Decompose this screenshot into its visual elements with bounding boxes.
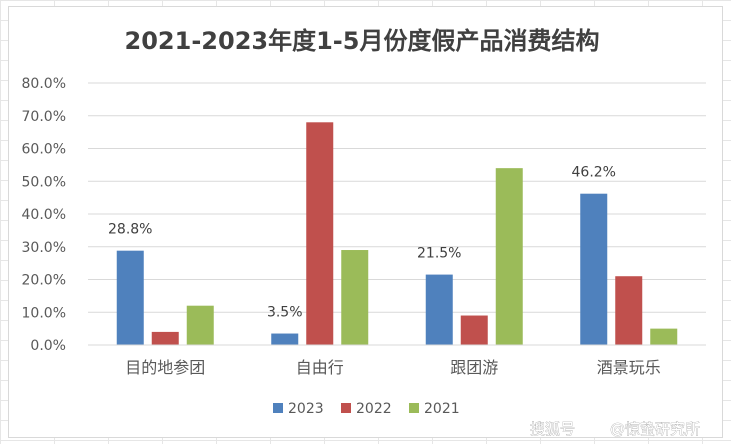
x-category-label: 跟团游 (450, 358, 498, 377)
bar-2022-3 (615, 276, 643, 345)
bar-2023-1 (271, 333, 299, 345)
y-tick-label: 20.0% (22, 273, 66, 289)
gridlines (88, 82, 706, 346)
legend-swatch-2021 (409, 403, 419, 413)
bar-2023-2 (425, 274, 453, 345)
data-label: 3.5% (267, 305, 303, 321)
bar-2022-1 (306, 122, 334, 345)
y-tick-label: 50.0% (22, 174, 66, 190)
bar-2022-2 (460, 315, 488, 345)
y-tick-label: 0.0% (30, 338, 66, 354)
data-label: 28.8% (108, 222, 152, 238)
data-label: 21.5% (417, 246, 461, 262)
y-tick-label: 10.0% (22, 305, 66, 321)
legend-swatch-2022 (341, 403, 351, 413)
watermark-right: @惊蛰研究所 (610, 420, 700, 438)
bar-2021-1 (341, 250, 369, 345)
data-label: 46.2% (572, 165, 616, 181)
y-tick-label: 80.0% (22, 76, 66, 92)
bar-2022-0 (151, 331, 179, 345)
x-category-label: 目的地参团 (125, 358, 205, 377)
legend-swatch-2023 (273, 403, 283, 413)
x-category-label: 酒景玩乐 (597, 358, 661, 377)
y-axis-ticks: 0.0% 10.0% 20.0% 30.0% 40.0% 50.0% 60.0% 70.0% 8… (22, 76, 66, 354)
x-axis-categories: 目的地参团 自由行 跟团游 酒景玩乐 (125, 358, 661, 377)
legend-label-2023: 2023 (288, 401, 324, 417)
bar-2021-2 (495, 168, 523, 345)
data-labels: 28.8% 3.5% 21.5% 46.2% (108, 165, 616, 321)
bars (116, 122, 678, 345)
watermark-left: 搜狐号 (530, 420, 575, 438)
y-tick-label: 70.0% (22, 109, 66, 125)
y-tick-label: 60.0% (22, 142, 66, 158)
bar-2021-3 (650, 328, 678, 345)
bar-2021-0 (186, 305, 214, 345)
y-tick-label: 40.0% (22, 207, 66, 223)
chart-title: 2021-2023年度1-5月份度假产品消费结构 (125, 27, 600, 55)
x-category-label: 自由行 (296, 358, 344, 377)
y-tick-label: 30.0% (22, 240, 66, 256)
bar-2023-0 (116, 250, 144, 345)
legend: 2023 2022 2021 (273, 401, 460, 417)
legend-label-2021: 2021 (424, 401, 460, 417)
bar-2023-3 (580, 193, 608, 345)
legend-label-2022: 2022 (356, 401, 392, 417)
